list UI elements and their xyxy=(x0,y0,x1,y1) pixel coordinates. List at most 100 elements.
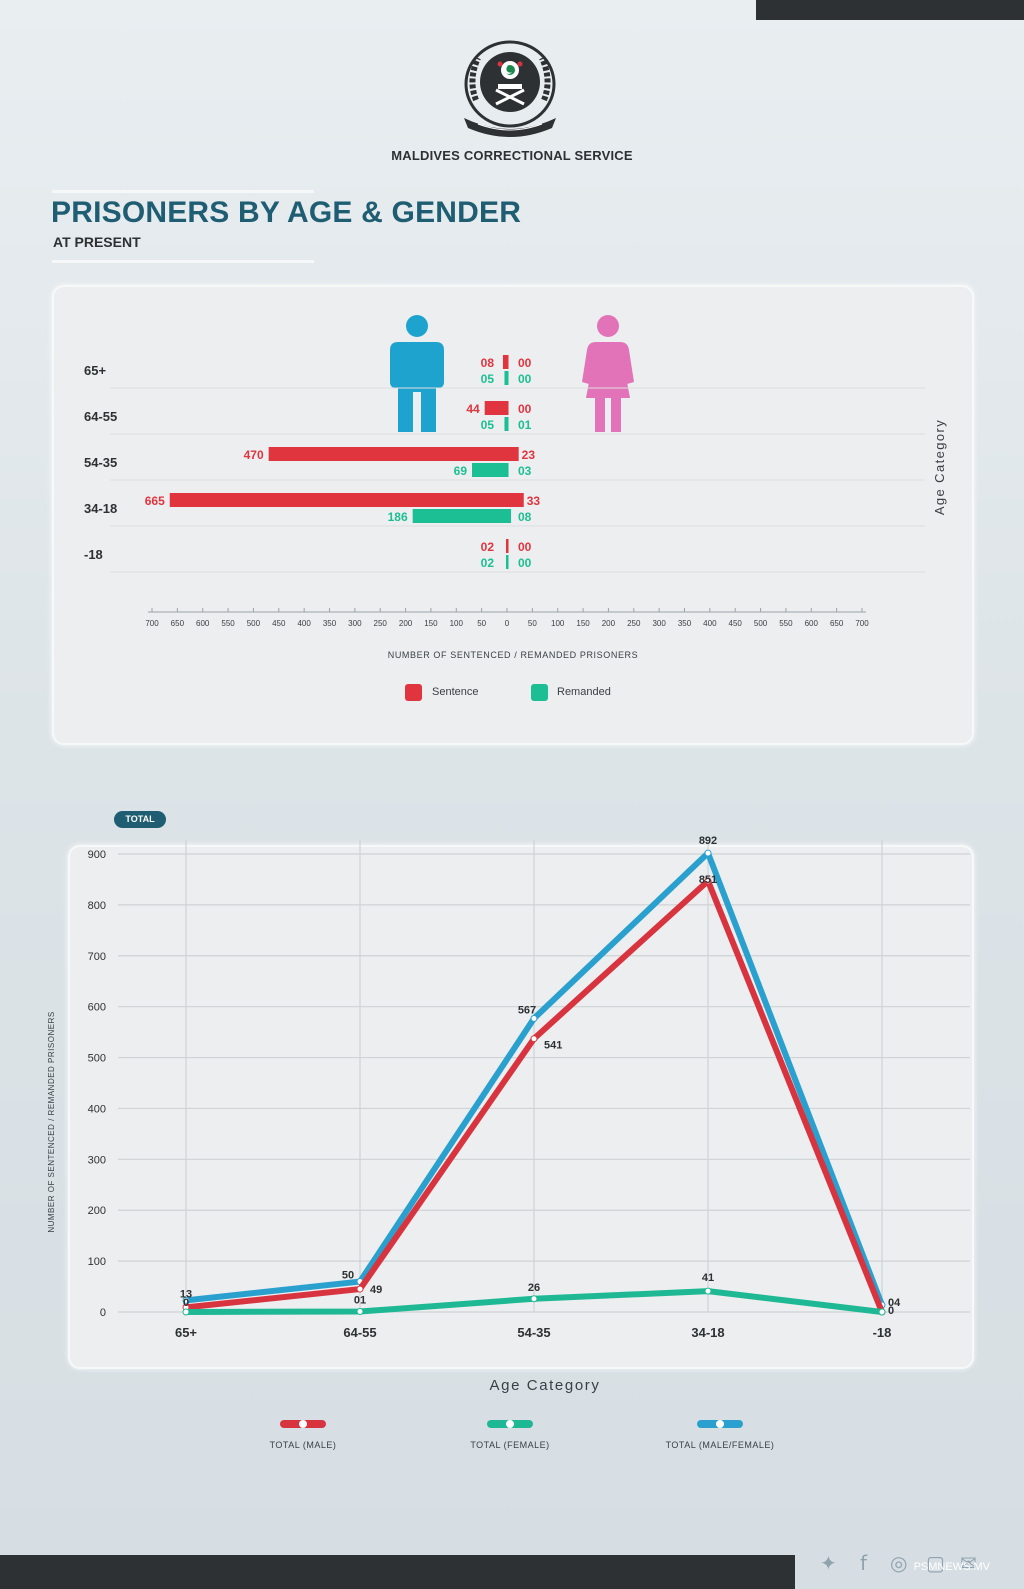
line-xlabel: Age Category xyxy=(490,1377,601,1394)
series-point-1 xyxy=(530,1295,538,1303)
female-icon xyxy=(582,315,634,432)
label-female-remanded: 08 xyxy=(518,510,532,524)
pyramid-x-tick-label: 400 xyxy=(297,619,311,628)
label-total-female: 0 xyxy=(183,1297,189,1309)
bar-male-sentence xyxy=(169,493,507,507)
label-male-remanded: 69 xyxy=(454,464,468,478)
pyramid-x-tick-label: 450 xyxy=(729,619,743,628)
series-point-2 xyxy=(704,849,712,857)
bar-female-sentence xyxy=(507,493,524,507)
center-divider-remanded xyxy=(506,417,509,431)
line-y-tick-label: 500 xyxy=(88,1053,106,1065)
series-point-2 xyxy=(182,1296,190,1304)
web-icon[interactable]: ◎ xyxy=(890,1551,908,1575)
label-male-sentence: 665 xyxy=(145,494,165,508)
bar-male-remanded xyxy=(472,463,507,477)
line-x-tick-label: 54-35 xyxy=(517,1325,550,1340)
series-point-0 xyxy=(530,1035,538,1043)
label-total-female: 0 xyxy=(888,1305,894,1317)
legend-total-all-label: TOTAL (MALE/FEMALE) xyxy=(666,1440,775,1450)
facebook-icon[interactable]: f xyxy=(860,1551,868,1575)
pyramid-x-tick-label: 600 xyxy=(196,619,210,628)
series-point-1 xyxy=(704,1287,712,1295)
label-male-remanded: 186 xyxy=(388,510,408,524)
pyramid-category-label: 34-18 xyxy=(84,501,117,516)
label-female-remanded: 03 xyxy=(518,464,532,478)
label-total-male: 541 xyxy=(544,1040,562,1052)
label-total-female: 41 xyxy=(702,1272,714,1284)
series-point-1 xyxy=(878,1308,886,1316)
legend-sentence-swatch xyxy=(405,684,422,701)
pyramid-x-tick-label: 350 xyxy=(678,619,692,628)
label-female-sentence: 33 xyxy=(527,494,541,508)
bottom-bar xyxy=(0,1555,795,1589)
line-ylabel: NUMBER OF SENTENCED / REMANDED PRISONERS xyxy=(47,1011,56,1232)
org-name: MALDIVES CORRECTIONAL SERVICE xyxy=(391,148,633,163)
label-total-all: 567 xyxy=(518,1004,536,1016)
pyramid-x-tick-label: 300 xyxy=(348,619,362,628)
legend-total-female: TOTAL (FEMALE) xyxy=(470,1420,549,1450)
label-total-female: 01 xyxy=(354,1294,366,1306)
center-divider-remanded xyxy=(506,463,509,477)
line-y-tick-label: 300 xyxy=(88,1154,106,1166)
total-badge: TOTAL xyxy=(114,811,166,828)
pyramid-x-tick-label: 0 xyxy=(505,619,510,628)
center-divider-sentence xyxy=(506,493,509,507)
bar-male-sentence xyxy=(268,447,507,461)
pyramid-x-tick-label: 400 xyxy=(703,619,717,628)
title-rule-top xyxy=(52,190,314,193)
line-y-tick-label: 600 xyxy=(88,1002,106,1014)
line-x-tick-label: 34-18 xyxy=(691,1325,724,1340)
label-total-male: 49 xyxy=(370,1284,382,1296)
pyramid-x-tick-label: 300 xyxy=(652,619,666,628)
label-female-sentence: 00 xyxy=(518,356,532,370)
label-female-sentence: 23 xyxy=(522,448,536,462)
pyramid-x-tick-label: 150 xyxy=(424,619,438,628)
pyramid-category-label: 65+ xyxy=(84,363,106,378)
twitter-icon[interactable]: ✦ xyxy=(820,1551,837,1575)
pyramid-x-tick-label: 650 xyxy=(830,619,844,628)
pyramid-x-tick-label: 650 xyxy=(171,619,185,628)
center-divider-remanded xyxy=(506,371,509,385)
line-y-tick-label: 900 xyxy=(88,849,106,861)
label-female-sentence: 00 xyxy=(518,402,532,416)
pyramid-x-tick-label: 550 xyxy=(779,619,793,628)
center-divider-sentence xyxy=(506,355,509,369)
pyramid-panel xyxy=(52,285,974,745)
line-legend: TOTAL (MALE) TOTAL (FEMALE) TOTAL (MALE/… xyxy=(270,1420,775,1450)
line-x-tick-label: -18 xyxy=(873,1325,892,1340)
label-male-remanded: 02 xyxy=(481,556,495,570)
line-y-tick-label: 0 xyxy=(100,1307,106,1319)
emblem-icon xyxy=(464,40,556,137)
pyramid-x-tick-label: 200 xyxy=(399,619,413,628)
watermark: PSMNEWS.MV xyxy=(913,1561,990,1573)
label-female-remanded: 00 xyxy=(518,556,532,570)
label-male-sentence: 02 xyxy=(481,540,495,554)
pyramid-x-tick-label: 250 xyxy=(627,619,641,628)
pyramid-x-tick-label: 100 xyxy=(450,619,464,628)
line-y-tick-label: 100 xyxy=(88,1256,106,1268)
instagram-icon[interactable]: ▢ xyxy=(926,1551,945,1575)
pyramid-x-tick-label: 100 xyxy=(551,619,565,628)
pyramid-x-tick-label: 450 xyxy=(272,619,286,628)
pyramid-x-tick-label: 700 xyxy=(855,619,869,628)
email-icon[interactable]: ✉ xyxy=(960,1551,977,1575)
label-female-remanded: 00 xyxy=(518,372,532,386)
series-point-0 xyxy=(704,877,712,885)
legend-sentence-label: Sentence xyxy=(432,686,479,698)
label-female-sentence: 00 xyxy=(518,540,532,554)
center-divider-remanded xyxy=(506,509,509,523)
male-icon xyxy=(390,315,444,432)
pyramid-x-tick-label: 200 xyxy=(602,619,616,628)
label-total-male: 851 xyxy=(699,874,717,886)
pyramid-category-label: -18 xyxy=(84,547,103,562)
line-y-tick-label: 200 xyxy=(88,1205,106,1217)
center-divider-sentence xyxy=(506,401,509,415)
pyramid-x-tick-label: 150 xyxy=(576,619,590,628)
page-title: PRISONERS BY AGE & GENDER xyxy=(51,196,522,229)
series-point-1 xyxy=(356,1307,364,1315)
legend-total-male-label: TOTAL (MALE) xyxy=(270,1440,337,1450)
pyramid-x-tick-label: 700 xyxy=(145,619,159,628)
label-male-remanded: 05 xyxy=(481,418,495,432)
